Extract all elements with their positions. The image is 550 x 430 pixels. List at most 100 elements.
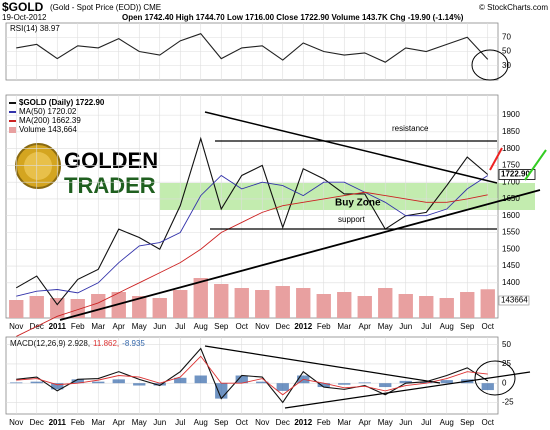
site: © StockCharts.com [479, 3, 548, 12]
series-line [16, 347, 489, 404]
x-tick-label: Jul [175, 322, 185, 331]
x-tick-label: Feb [71, 418, 85, 427]
y-tick-label: 1450 [502, 261, 520, 270]
highlight-circle [471, 49, 509, 81]
panel-frame [5, 336, 499, 415]
volume-bar [398, 294, 413, 318]
volume-bar [9, 300, 24, 318]
volume-bar [234, 288, 249, 318]
histogram-bar [481, 383, 494, 391]
y-tick-label: 50 [502, 47, 511, 56]
histogram-bar [133, 383, 146, 386]
x-tick-label: 2012 [294, 418, 312, 427]
x-tick-label: Sep [214, 418, 229, 427]
volume-bar [337, 292, 352, 318]
x-tick-label: Jun [153, 322, 166, 331]
y-tick-label: 1800 [502, 144, 520, 153]
y-tick-label: 1550 [502, 228, 520, 237]
volume-bar [378, 288, 393, 318]
x-tick-label: Nov [9, 418, 23, 427]
series-line [15, 136, 489, 306]
legend-entry: $GOLD (Daily) 1722.90 [19, 98, 105, 107]
highlight-circle [474, 360, 516, 396]
x-tick-label: Oct [482, 322, 495, 331]
volume-bar [91, 294, 106, 318]
x-tick-label: Mar [91, 322, 105, 331]
series-line [16, 355, 488, 396]
y-tick-label: 1600 [502, 211, 520, 220]
logo-text: TRADER [64, 173, 156, 198]
y-tick-label: 0 [502, 378, 507, 387]
y-tick-label: 1700 [502, 177, 520, 186]
volume-label-box [498, 295, 530, 306]
x-tick-label: Jul [175, 418, 185, 427]
ohlc: Open 1742.40 High 1744.70 Low 1716.00 Cl… [122, 13, 464, 22]
histogram-bar [338, 383, 351, 385]
x-tick-label: Aug [440, 322, 454, 331]
x-tick-label: 2011 [49, 418, 67, 427]
x-tick-label: Sep [460, 418, 475, 427]
histogram-bar [112, 379, 125, 384]
volume-bar [173, 290, 188, 318]
volume-bar [419, 296, 434, 318]
volume-bar [152, 298, 167, 318]
volume-label: 143664 [501, 296, 528, 305]
logo-coin-inner [24, 152, 52, 180]
description: (Gold - Spot Price (EOD)) CME [50, 3, 161, 12]
x-tick-label: Nov [255, 418, 269, 427]
trend-line [489, 147, 503, 171]
x-tick-label: May [132, 418, 147, 427]
series-line [16, 174, 488, 297]
y-tick-label: 1500 [502, 244, 520, 253]
legend-entry: -8.935 [122, 339, 145, 348]
y-tick-label: 1400 [502, 278, 520, 287]
annotation: resistance [392, 124, 429, 133]
histogram-bar [174, 377, 187, 384]
y-tick-label: 70 [502, 32, 511, 41]
x-tick-label: 2012 [294, 322, 312, 331]
volume-bar [296, 288, 311, 318]
volume-bar [480, 289, 495, 318]
x-tick-label: Sep [214, 322, 229, 331]
histogram-bar [317, 383, 330, 388]
x-tick-label: Feb [71, 322, 85, 331]
volume-bar [70, 299, 85, 318]
trend-line [524, 149, 547, 181]
volume-bar [214, 284, 229, 318]
x-tick-label: Jul [421, 322, 431, 331]
x-tick-label: Apr [113, 418, 126, 427]
y-tick-label: 1750 [502, 161, 520, 170]
volume-bar [460, 292, 475, 318]
volume-bar [29, 296, 44, 318]
series-line [16, 191, 488, 337]
histogram-bar [194, 375, 207, 384]
volume-bar [357, 296, 372, 318]
volume-bar [255, 290, 270, 318]
legend-entry: 11.862, [93, 339, 119, 348]
volume-bar [132, 296, 147, 318]
x-tick-label: Aug [194, 418, 208, 427]
symbol: $GOLD [2, 0, 44, 14]
legend-entry: MA(200) 1662.39 [19, 116, 81, 125]
volume-bar [316, 294, 331, 318]
histogram-bar [235, 375, 248, 384]
y-tick-label: 1900 [502, 110, 520, 119]
histogram-bar [30, 381, 43, 384]
y-tick-label: 25 [502, 359, 511, 368]
x-tick-label: 2011 [49, 322, 67, 331]
volume-bar [275, 286, 290, 318]
x-tick-label: Dec [276, 322, 290, 331]
histogram-bar [92, 381, 105, 384]
series-line [16, 33, 489, 63]
x-tick-label: Aug [440, 418, 454, 427]
annotation: support [338, 215, 365, 224]
trend-line [204, 345, 441, 384]
volume-bar [439, 298, 454, 318]
x-tick-label: Jul [421, 418, 431, 427]
legend-entry: MACD(12,26,9) 2.928, [10, 339, 90, 348]
histogram-bar [379, 383, 392, 388]
last-price-label: 1722.90 [501, 170, 530, 179]
last-price-box [498, 169, 536, 180]
buy-zone-band [160, 183, 535, 210]
